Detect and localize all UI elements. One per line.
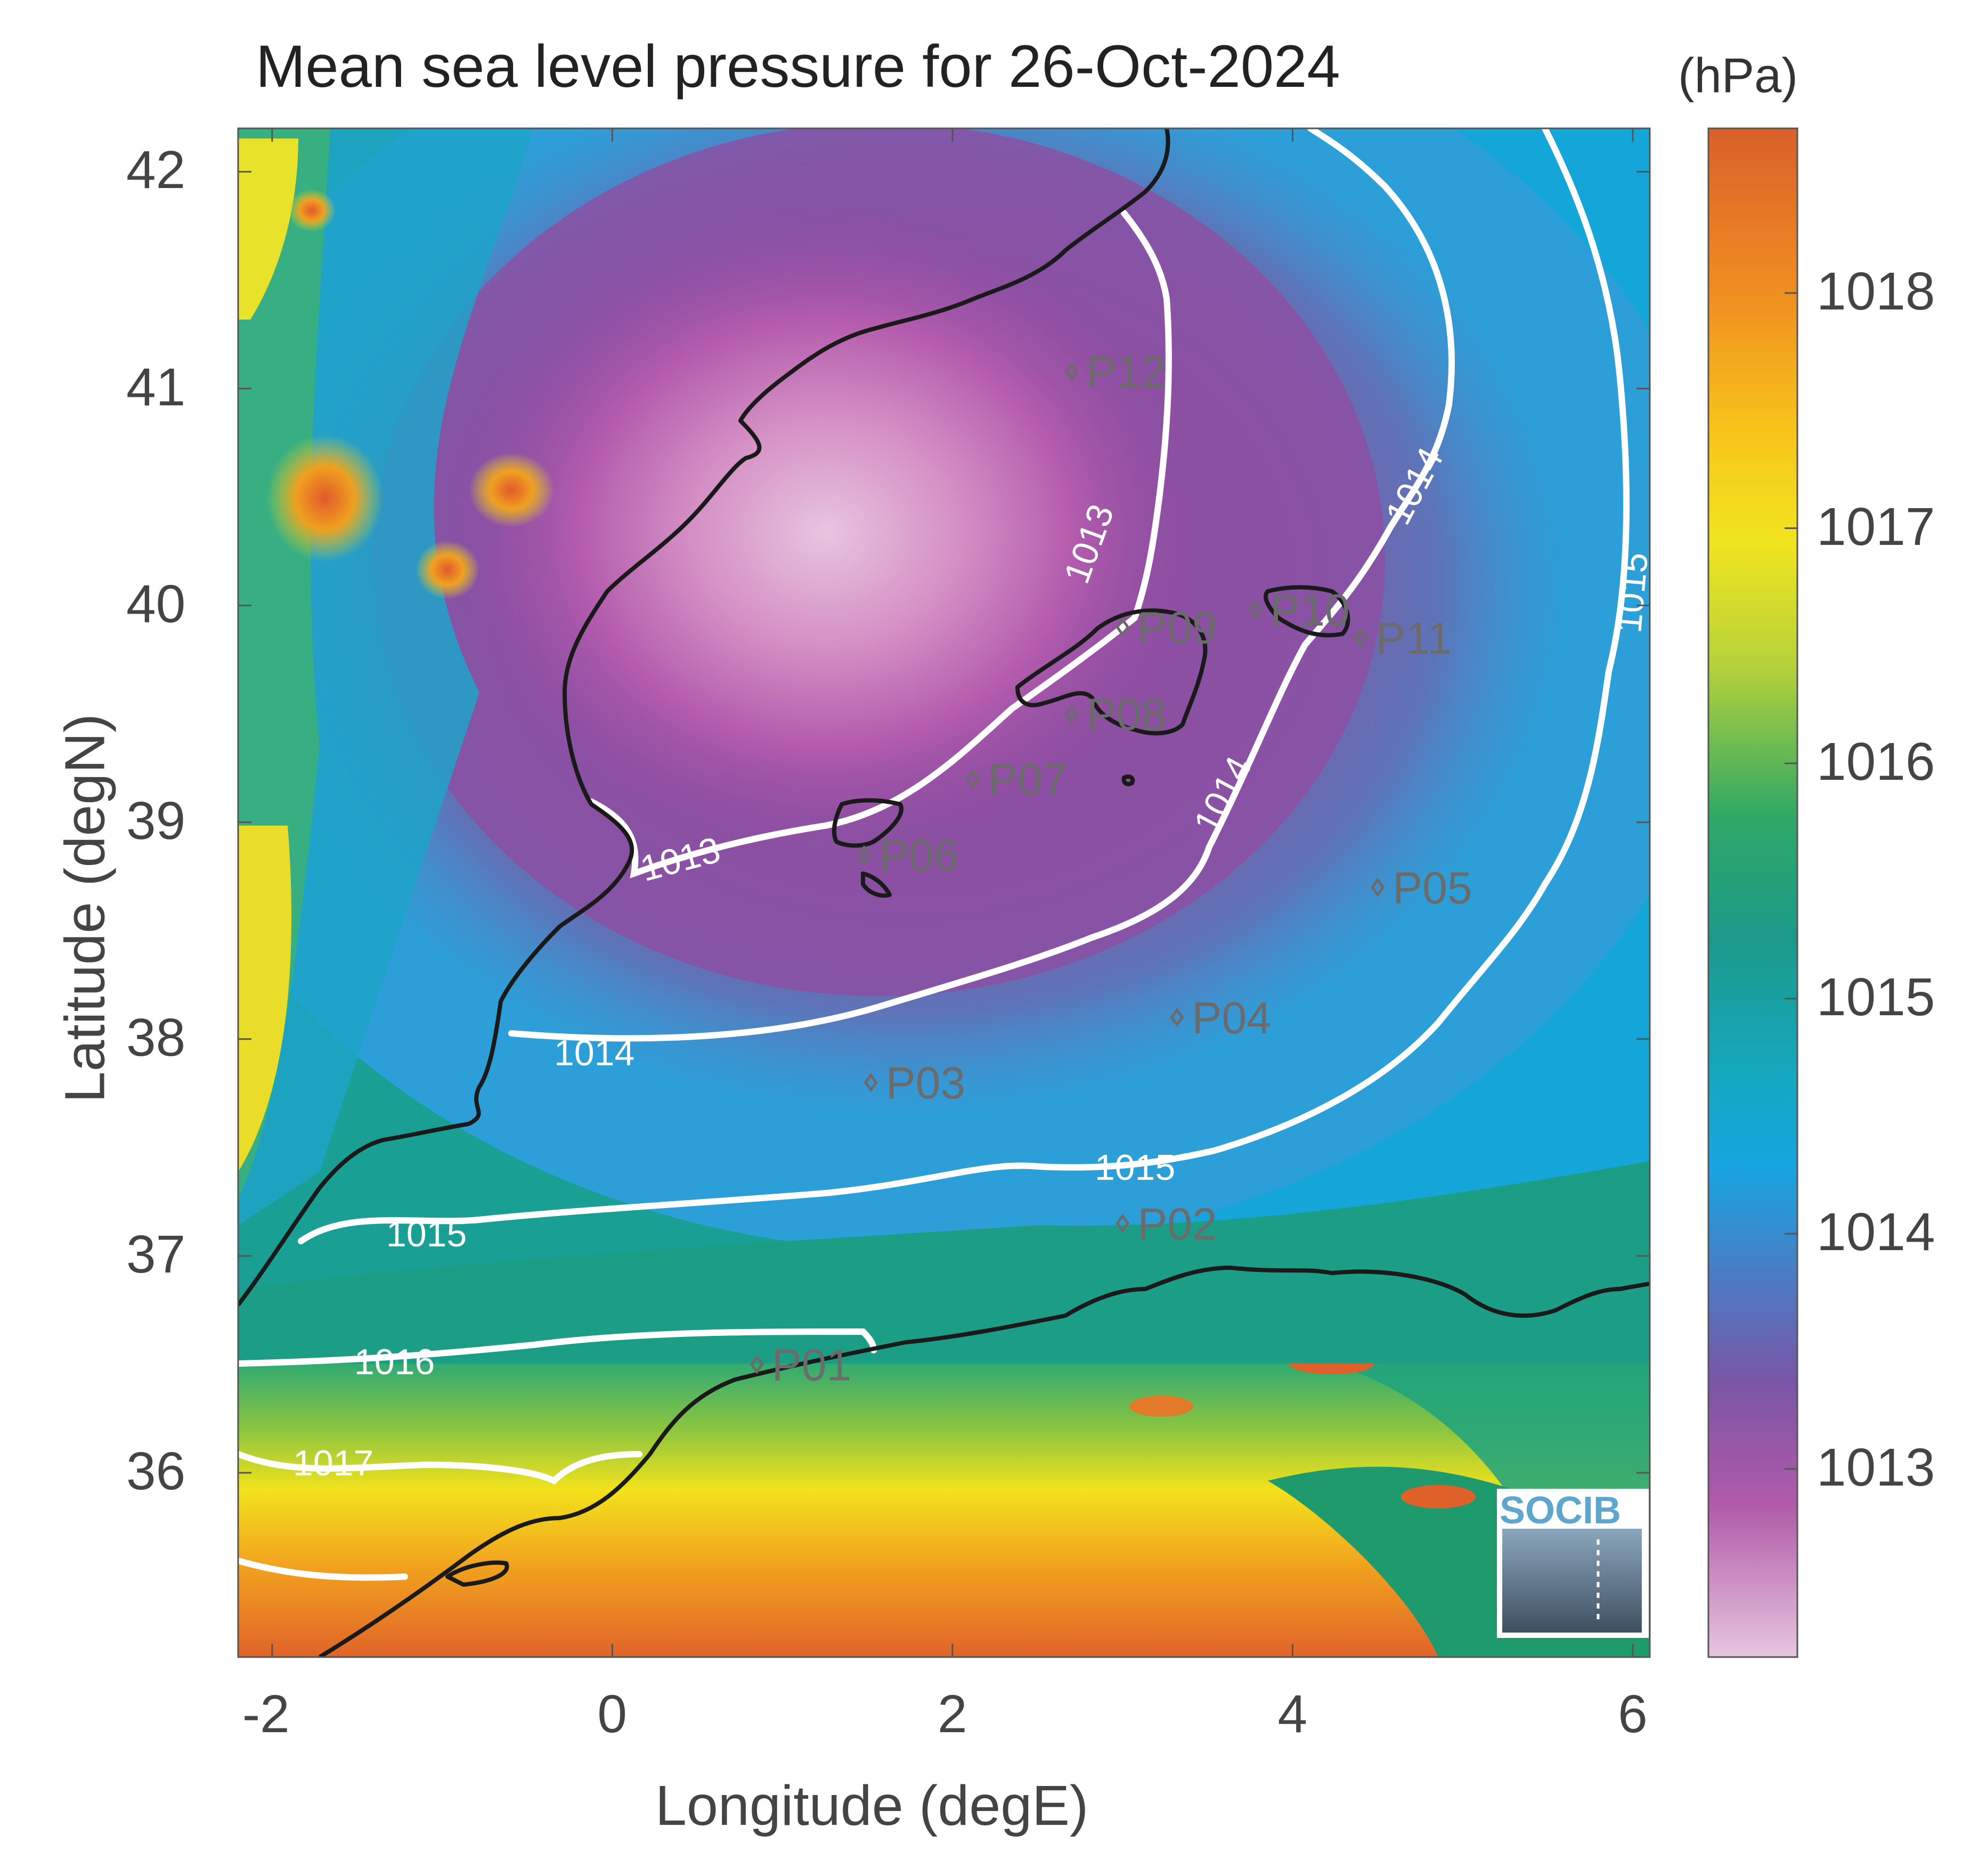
figure-title: Mean sea level pressure for 26-Oct-2024 [256,33,1340,100]
coast-ibiza [832,798,903,848]
station-label-p06: P06 [879,830,958,880]
pressure-field [238,128,1650,1657]
coastline [238,128,1650,1657]
station-marker-p11 [1354,628,1368,648]
contour-1013 [588,210,1172,879]
colorbar [1707,127,1798,1658]
station-marker-p05 [1371,877,1385,898]
colorbar-tick-label: 1014 [1817,1202,1935,1262]
y-tick-label: 40 [126,574,186,634]
station-marker-p10 [1248,600,1263,620]
contour-label-1016: 1016 [354,1342,435,1382]
x-tick-label: 0 [597,1684,628,1744]
station-marker-p07 [966,769,980,789]
station-marker-p02 [1115,1213,1130,1234]
coast-alboran [445,1560,509,1587]
station-marker-p09 [1115,617,1130,637]
contour-1016 [238,1328,877,1367]
station-label-p12: P12 [1086,347,1166,397]
coast-iberia [238,128,1170,1307]
station-marker-p12 [1064,361,1079,381]
y-tick-label: 38 [126,1007,186,1067]
coast-menorca [1264,585,1350,638]
contour-lines [238,128,1630,1581]
contour-1015 [298,128,1630,1244]
station-label-p11: P11 [1375,614,1452,664]
contour-1017 [238,1451,642,1485]
station-label-p01: P01 [772,1340,851,1390]
colorbar-tick-label: 1016 [1817,732,1935,792]
y-axis-label: Latitude (degN) [53,713,117,1103]
station-marker-p06 [857,845,872,865]
map-frame [237,127,1651,1658]
station-marker-p03 [864,1072,878,1092]
colorbar-tick-label: 1013 [1817,1437,1935,1497]
x-tick-label: -2 [242,1684,290,1744]
station-label-p10: P10 [1270,585,1349,635]
x-tick-label: 6 [1618,1684,1648,1744]
coast-cabrera [1121,774,1135,786]
y-tick-label: 39 [126,790,186,851]
y-tick-label: 41 [126,357,186,417]
station-label-p08: P08 [1086,689,1166,739]
colorbar-tick-label: 1015 [1817,967,1935,1027]
station-markers: P01 P02 P03 P04 P05 P06 P07 P08 P09 P10 P11 P12 [750,347,1472,1390]
y-tick-label: 37 [126,1224,186,1284]
y-tick-label: 42 [126,140,186,200]
station-marker-p08 [1064,704,1079,724]
contour-label-1015c: 1015 [1608,551,1656,634]
coast-formentera [861,871,892,898]
socib-logo: SOCIB [1497,1489,1649,1638]
x-tick-label: 4 [1277,1684,1308,1744]
colorbar-unit: (hPa) [1678,48,1798,103]
contour-label-1017: 1017 [293,1443,373,1483]
coast-africa [318,1266,1650,1657]
station-label-p03: P03 [886,1058,965,1108]
station-marker-p01 [750,1355,764,1374]
x-tick-label: 2 [937,1684,967,1744]
colorbar-tick-label: 1018 [1817,262,1935,322]
station-marker-p04 [1170,1007,1184,1027]
contour-1017b [238,1557,408,1581]
station-label-p05: P05 [1392,863,1472,913]
coast-mallorca [1015,608,1208,736]
station-label-p02: P02 [1137,1199,1217,1249]
station-label-p09: P09 [1137,602,1217,652]
contour-label-1014a: 1014 [554,1033,634,1073]
y-tick-label: 36 [126,1441,186,1501]
socib-logo-text: SOCIB [1500,1489,1621,1532]
x-axis-label: Longitude (degE) [655,1774,1089,1837]
station-label-p07: P07 [988,754,1067,804]
station-label-p04: P04 [1192,993,1271,1043]
colorbar-ticks [1785,292,1797,1470]
contour-1014 [508,128,1455,1042]
colorbar-tick-label: 1017 [1817,496,1935,557]
contour-label-1015a: 1015 [386,1214,467,1254]
axis-tick-marks [238,128,1650,1657]
colorbar-gradient [1707,127,1798,1658]
contour-label-1015b: 1015 [1095,1147,1175,1188]
